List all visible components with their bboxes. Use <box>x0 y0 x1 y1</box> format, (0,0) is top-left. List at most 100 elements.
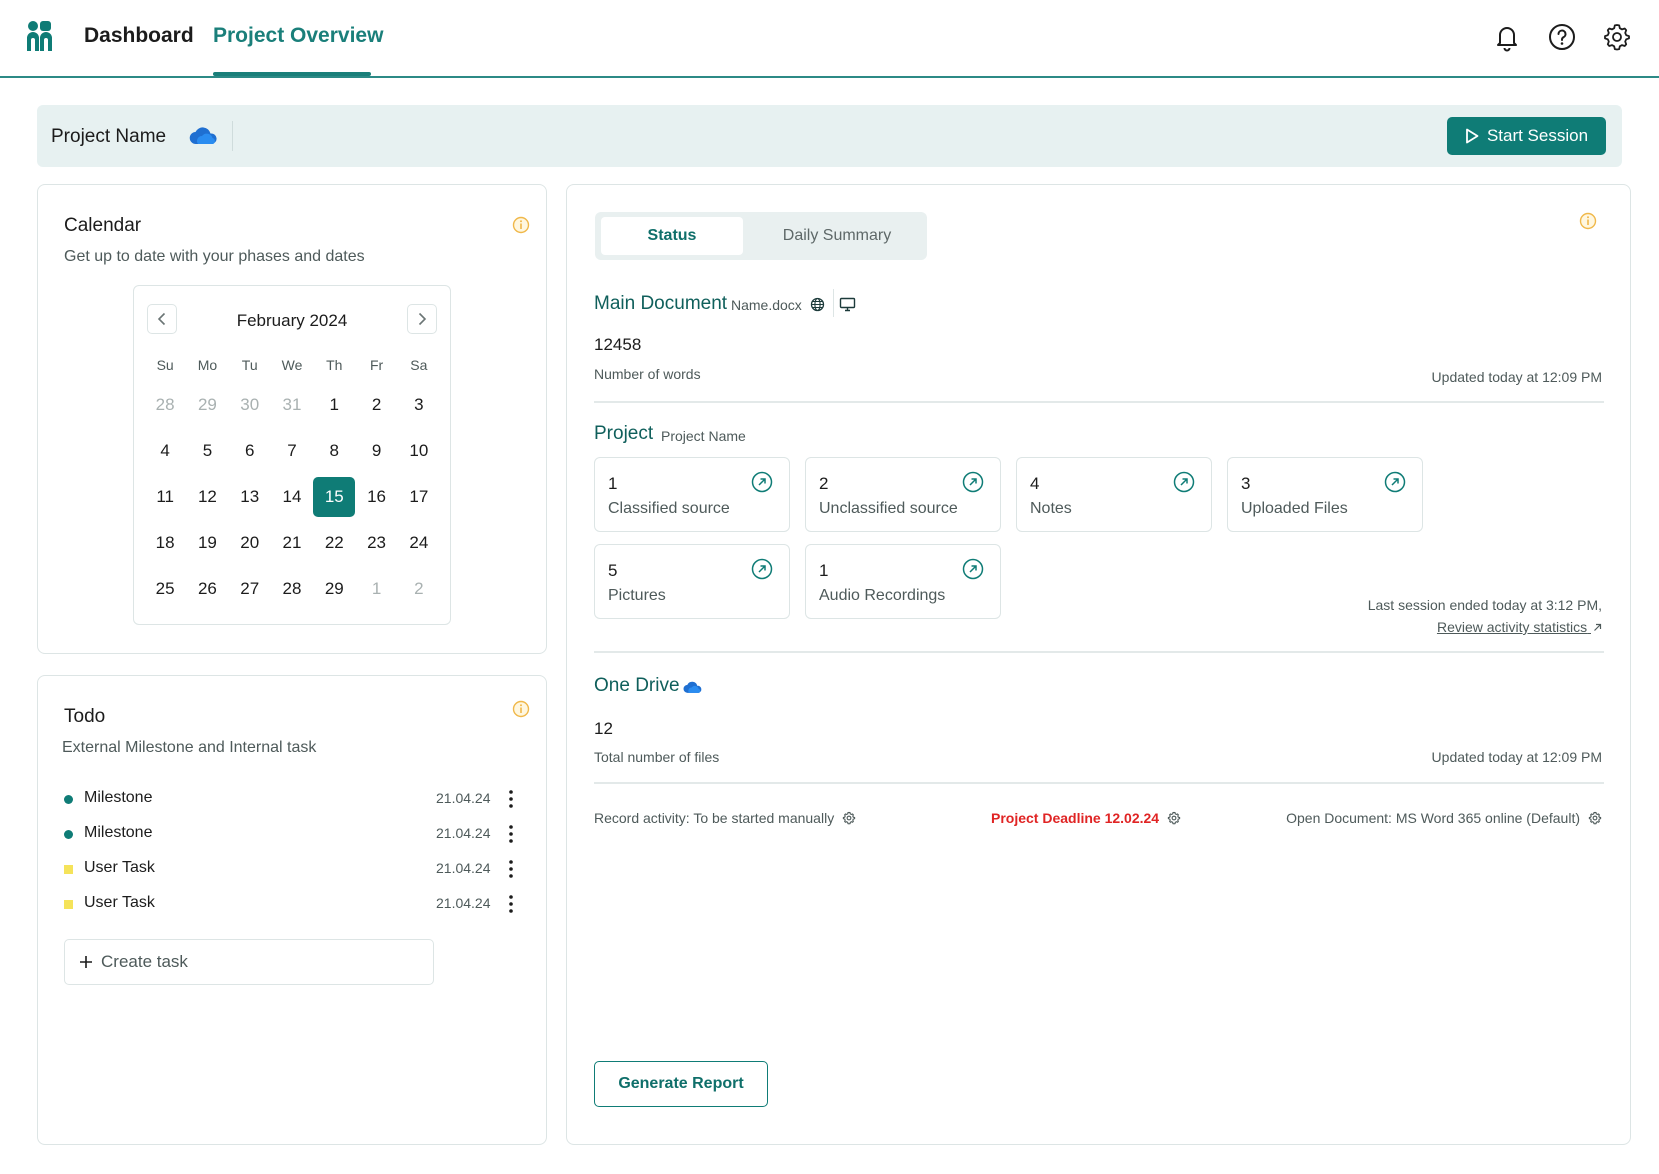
next-month-button[interactable] <box>407 304 437 334</box>
calendar-day-number: 29 <box>197 395 217 414</box>
word-count-label: Number of words <box>594 366 701 382</box>
calendar-day[interactable]: 5 <box>186 428 228 474</box>
nav-tab-project-overview[interactable]: Project Overview <box>213 24 384 47</box>
stat-value: 2 <box>819 474 829 493</box>
review-activity-link[interactable]: Review activity statistics <box>1437 619 1602 635</box>
open-arrow-icon[interactable] <box>751 471 773 493</box>
logo-people-icon[interactable] <box>26 20 56 52</box>
project-deadline-setting[interactable]: Project Deadline 12.02.24 <box>991 810 1181 826</box>
calendar-day[interactable]: 14 <box>271 474 313 520</box>
calendar-day[interactable]: 2 <box>398 566 440 612</box>
todo-card: Todo External Milestone and Internal tas… <box>37 675 547 1145</box>
divider <box>594 651 1604 653</box>
open-arrow-icon[interactable] <box>962 471 984 493</box>
todo-item-date: 21.04.24 <box>436 895 491 911</box>
calendar-day[interactable]: 6 <box>229 428 271 474</box>
chevron-right-icon <box>418 312 427 326</box>
calendar-day[interactable]: 2 <box>355 382 397 428</box>
prev-month-button[interactable] <box>147 304 177 334</box>
open-arrow-icon[interactable] <box>751 558 773 580</box>
calendar-day[interactable]: 22 <box>313 520 355 566</box>
more-vertical-icon[interactable] <box>504 893 518 915</box>
calendar-day[interactable]: 25 <box>144 566 186 612</box>
calendar-day-number: 27 <box>240 579 260 598</box>
calendar-day-selected[interactable]: 15 <box>313 474 356 520</box>
stat-card[interactable]: 5 Pictures <box>594 544 790 619</box>
calendar-day[interactable]: 31 <box>271 382 313 428</box>
calendar-day-number: 5 <box>202 441 213 460</box>
gear-icon[interactable] <box>1602 22 1632 52</box>
calendar-day[interactable]: 27 <box>229 566 271 612</box>
calendar-day[interactable]: 29 <box>313 566 355 612</box>
tab-status[interactable]: Status <box>601 217 743 255</box>
calendar-day[interactable]: 7 <box>271 428 313 474</box>
create-task-input[interactable]: Create task <box>64 939 434 985</box>
main-document-updated: Updated today at 12:09 PM <box>1431 369 1602 385</box>
calendar-day[interactable]: 17 <box>398 474 440 520</box>
calendar-day[interactable]: 11 <box>144 474 186 520</box>
info-icon[interactable] <box>512 216 530 234</box>
calendar-day[interactable]: 21 <box>271 520 313 566</box>
start-session-button[interactable]: Start Session <box>1447 117 1606 155</box>
todo-item[interactable]: User Task 21.04.24 <box>64 889 524 919</box>
info-icon[interactable] <box>1579 212 1597 230</box>
stat-card[interactable]: 2 Unclassified source <box>805 457 1001 532</box>
stat-card[interactable]: 4 Notes <box>1016 457 1212 532</box>
stat-card[interactable]: 1 Classified source <box>594 457 790 532</box>
more-vertical-icon[interactable] <box>504 788 518 810</box>
calendar-card: Calendar Get up to date with your phases… <box>37 184 547 654</box>
word-count: 12458 <box>594 335 642 354</box>
calendar-day[interactable]: 26 <box>186 566 228 612</box>
open-arrow-icon[interactable] <box>1384 471 1406 493</box>
calendar-day-number: 18 <box>155 533 175 552</box>
desktop-icon[interactable] <box>839 297 856 312</box>
todo-item[interactable]: Milestone 21.04.24 <box>64 819 524 849</box>
open-document-setting[interactable]: Open Document: MS Word 365 online (Defau… <box>1286 810 1602 826</box>
calendar-day[interactable]: 9 <box>355 428 397 474</box>
tab-daily-summary[interactable]: Daily Summary <box>782 227 892 244</box>
more-vertical-icon[interactable] <box>504 823 518 845</box>
calendar-day[interactable]: 29 <box>186 382 228 428</box>
calendar-day[interactable]: 28 <box>271 566 313 612</box>
onedrive-title: One Drive <box>594 675 680 696</box>
nav-tab-dashboard[interactable]: Dashboard <box>84 24 194 47</box>
calendar-day[interactable]: 24 <box>398 520 440 566</box>
info-icon[interactable] <box>512 700 530 718</box>
calendar-day[interactable]: 12 <box>186 474 228 520</box>
calendar-day[interactable]: 19 <box>186 520 228 566</box>
calendar-day[interactable]: 8 <box>313 428 355 474</box>
generate-report-button[interactable]: Generate Report <box>594 1061 768 1107</box>
open-arrow-icon[interactable] <box>962 558 984 580</box>
todo-item[interactable]: Milestone 21.04.24 <box>64 784 524 814</box>
stat-card[interactable]: 1 Audio Recordings <box>805 544 1001 619</box>
bell-icon[interactable] <box>1492 22 1522 52</box>
open-arrow-icon[interactable] <box>1173 471 1195 493</box>
calendar-day-number: 14 <box>282 487 302 506</box>
calendar-day[interactable]: 16 <box>355 474 397 520</box>
calendar-day[interactable]: 28 <box>144 382 186 428</box>
calendar-day[interactable]: 18 <box>144 520 186 566</box>
calendar-day[interactable]: 1 <box>355 566 397 612</box>
todo-item[interactable]: User Task 21.04.24 <box>64 854 524 884</box>
calendar-day[interactable]: 30 <box>229 382 271 428</box>
calendar-day-number: 1 <box>329 395 340 414</box>
calendar-day[interactable]: 13 <box>229 474 271 520</box>
calendar-day[interactable]: 10 <box>398 428 440 474</box>
calendar-subtitle: Get up to date with your phases and date… <box>64 248 365 265</box>
calendar-day[interactable]: 4 <box>144 428 186 474</box>
calendar-day[interactable]: 23 <box>355 520 397 566</box>
calendar-day[interactable]: 3 <box>398 382 440 428</box>
small-gear-icon <box>843 811 856 825</box>
stat-value: 4 <box>1030 474 1040 493</box>
more-vertical-icon[interactable] <box>504 858 518 880</box>
project-section-title: Project <box>594 423 654 444</box>
stat-card[interactable]: 3 Uploaded Files <box>1227 457 1423 532</box>
weekday-label: Sa <box>410 357 428 373</box>
record-activity-setting[interactable]: Record activity: To be started manually <box>594 810 856 826</box>
calendar-day[interactable]: 20 <box>229 520 271 566</box>
calendar-day[interactable]: 1 <box>313 382 355 428</box>
globe-icon[interactable] <box>810 297 825 312</box>
help-icon[interactable] <box>1547 22 1577 52</box>
calendar-day-number: 21 <box>282 533 302 552</box>
calendar-day-number: 23 <box>367 533 387 552</box>
